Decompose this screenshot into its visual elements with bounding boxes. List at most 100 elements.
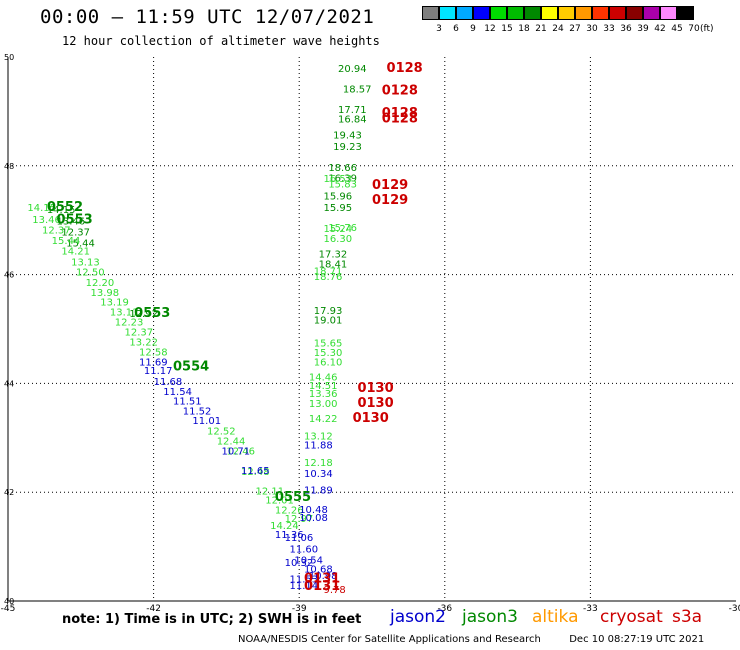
data-point-label: 12.37 xyxy=(124,328,153,339)
data-point-label: 18.66 xyxy=(328,163,357,174)
data-point-label: 11.65 xyxy=(241,466,270,477)
scale-label: 30 xyxy=(586,24,598,34)
scale-swatch xyxy=(575,6,592,20)
data-point-label: 14.15 xyxy=(27,203,56,214)
satellite-legend-item: jason2 xyxy=(390,607,446,627)
data-point-label: 14.22 xyxy=(309,414,338,425)
data-point-label: 10.34 xyxy=(304,469,333,480)
data-point-label: 13.00 xyxy=(309,399,338,410)
data-point-label: 11.53 xyxy=(289,575,318,586)
data-point-label: 13.98 xyxy=(91,288,120,299)
data-point-label: 16.39 xyxy=(328,174,357,185)
y-tick-label: 46 xyxy=(4,271,14,280)
data-point-label: 10.71 xyxy=(222,447,251,458)
scale-label: 6 xyxy=(453,24,459,34)
data-point-label: 13.11 xyxy=(110,307,139,318)
scale-label: 12 xyxy=(484,24,496,34)
scale-swatch xyxy=(490,6,507,20)
pass-time-label: 0128 xyxy=(387,61,423,76)
pass-time-label: 0555 xyxy=(275,490,311,505)
data-point-label: 11.36 xyxy=(275,530,304,541)
page-subtitle: 12 hour collection of altimeter wave hei… xyxy=(62,34,380,48)
scale-swatch xyxy=(677,6,694,20)
data-point-label: 12.58 xyxy=(139,348,168,359)
data-point-label: 12.11 xyxy=(256,486,285,497)
pass-time-label: 0130 xyxy=(357,381,393,396)
data-point-label: 15.44 xyxy=(52,236,81,247)
data-point-label: 17.93 xyxy=(314,306,343,317)
scale-swatch xyxy=(609,6,626,20)
data-point-label: 14.46 xyxy=(309,373,338,384)
scale-label: 9 xyxy=(470,24,476,34)
data-point-label: 15.44 xyxy=(66,238,95,249)
data-point-label: 9.78 xyxy=(323,585,345,596)
data-point-label: 14.51 xyxy=(309,381,338,392)
data-point-label: 12.92 xyxy=(129,309,158,320)
data-point-label: 16.10 xyxy=(314,357,343,368)
data-point-label: 10.08 xyxy=(299,513,328,524)
scale-unit: (ft) xyxy=(700,24,714,34)
scale-swatch xyxy=(558,6,575,20)
page-title: 00:00 – 11:59 UTC 12/07/2021 xyxy=(40,6,375,28)
x-tick-label: -42 xyxy=(146,604,161,614)
data-point-label: 14.24 xyxy=(270,521,299,532)
pass-time-label: 0130 xyxy=(357,396,393,411)
scale-swatch xyxy=(541,6,558,20)
data-point-label: 15.24 xyxy=(323,224,352,235)
data-point-label: 13.19 xyxy=(100,298,129,309)
satellite-legend-item: s3a xyxy=(672,607,703,627)
pass-time-label: 0129 xyxy=(372,193,408,208)
data-point-label: 15.76 xyxy=(328,223,357,234)
data-point-label: 12.37 xyxy=(61,227,90,238)
scale-label: 3 xyxy=(436,24,442,34)
y-tick-label: 40 xyxy=(4,597,14,606)
data-point-label: 12.46 xyxy=(226,447,255,458)
pass-time-label: 0131 xyxy=(304,579,340,594)
data-point-label: 12.97 xyxy=(285,514,314,525)
data-point-label: 11.01 xyxy=(192,416,221,427)
data-point-label: 18.71 xyxy=(314,267,343,278)
y-tick-label: 48 xyxy=(4,162,14,171)
pass-time-label: 0128 xyxy=(382,111,418,126)
x-tick-label: -30 xyxy=(729,604,740,614)
pass-time-label: 0130 xyxy=(353,411,389,426)
data-point-label: 19.23 xyxy=(333,142,362,153)
data-point-label: 18.57 xyxy=(343,84,372,95)
scale-swatch xyxy=(626,6,643,20)
scale-swatch xyxy=(643,6,660,20)
data-point-label: 11.69 xyxy=(139,357,168,368)
y-tick-label: 50 xyxy=(4,53,14,62)
data-point-label: 13.12 xyxy=(304,431,333,442)
pass-time-label: 0554 xyxy=(173,359,209,374)
data-point-label: 14.15 xyxy=(47,205,76,216)
pass-time-label: 0128 xyxy=(382,84,418,99)
scale-label: 42 xyxy=(654,24,666,34)
credit-text: NOAA/NESDIS Center for Satellite Applica… xyxy=(238,634,541,645)
data-point-label: 13.13 xyxy=(71,257,100,268)
data-point-label: 10.54 xyxy=(294,555,323,566)
data-point-label: 12.52 xyxy=(207,427,236,438)
data-point-label: 11.89 xyxy=(304,485,333,496)
scale-swatch xyxy=(456,6,473,20)
satellite-legend-item: jason3 xyxy=(462,607,518,627)
satellite-legend-item: cryosat xyxy=(600,607,663,627)
x-tick-label: -36 xyxy=(437,604,452,614)
data-point-label: 11.51 xyxy=(173,397,202,408)
timestamp-text: Dec 10 08:27:19 UTC 2021 xyxy=(569,634,705,645)
data-point-label: 19.43 xyxy=(333,131,362,142)
data-point-label: 12.48 xyxy=(241,467,270,478)
scale-label: 36 xyxy=(620,24,632,34)
scale-label: 24 xyxy=(552,24,564,34)
data-point-label: 11.68 xyxy=(154,377,183,388)
data-point-label: 15.83 xyxy=(328,180,357,191)
data-point-label: 12.50 xyxy=(76,268,105,279)
data-point-label: 17.71 xyxy=(338,105,367,116)
scale-swatch xyxy=(439,6,456,20)
scale-label: 70 xyxy=(688,24,700,34)
satellite-legend-item: altika xyxy=(532,607,579,627)
scale-swatch xyxy=(524,6,541,20)
pass-time-label: 0552 xyxy=(47,200,83,215)
data-point-label: 12.01 xyxy=(265,496,294,507)
